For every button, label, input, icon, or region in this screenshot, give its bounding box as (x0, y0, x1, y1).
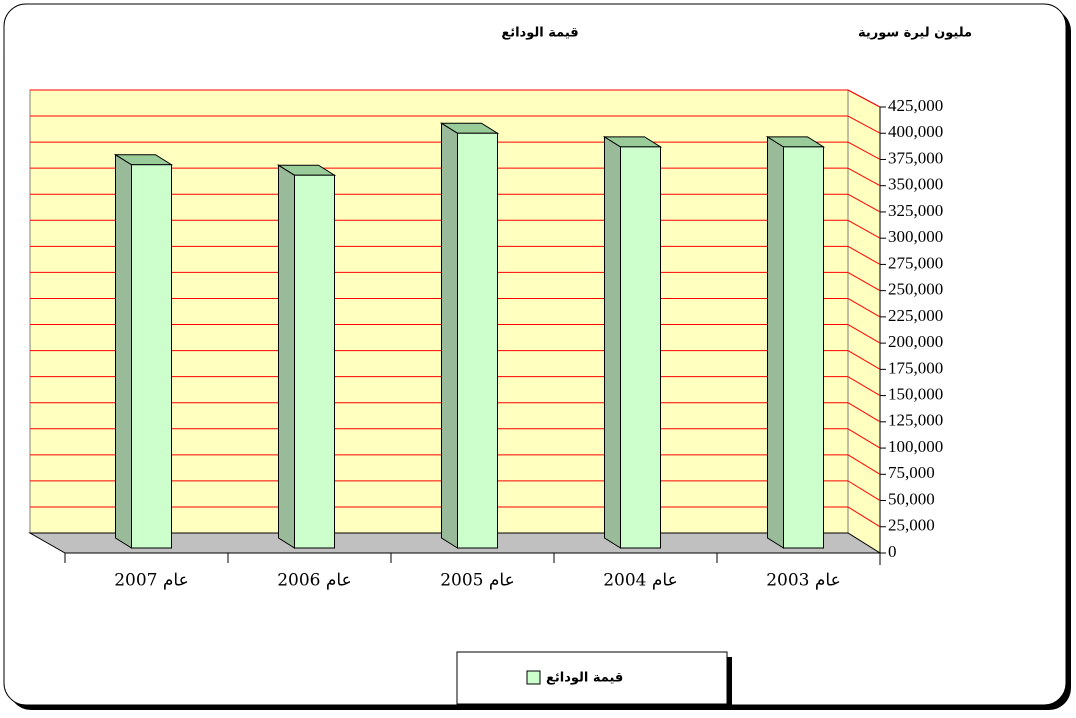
x-tick-label: عام 2003 (766, 571, 841, 591)
grid-line (847, 350, 881, 370)
y-tick-label: 25,000 (888, 516, 935, 535)
y-tick-label: 400,000 (888, 122, 943, 141)
y-tick-label: 350,000 (888, 175, 943, 194)
y-tick-label: 425,000 (888, 96, 943, 115)
grid-line (847, 115, 881, 134)
bar-side (115, 153, 132, 549)
grid-line (847, 219, 881, 239)
bar (783, 146, 824, 549)
grid-line (847, 506, 881, 528)
chart-title: قيمة الودائع (501, 26, 578, 41)
plot-area: 0 25,000 50,000 75,000 100,000 125,000 150,000… (28, 89, 943, 591)
legend-swatch (526, 670, 541, 685)
grid-line (847, 298, 881, 318)
bar (131, 164, 172, 549)
grid-line (847, 167, 881, 187)
grid-line (847, 454, 881, 475)
y-tick-label: 125,000 (888, 411, 943, 430)
y-tick-label: 75,000 (888, 463, 935, 482)
grid-line (847, 245, 881, 265)
y-tick-label: 300,000 (888, 227, 943, 246)
y-axis-label: مليون ليرة سورية (858, 26, 972, 41)
x-tick-label: عام 2004 (603, 571, 678, 591)
y-tick-label: 100,000 (888, 437, 943, 456)
y-tick-label: 200,000 (888, 332, 943, 351)
grid-line (847, 141, 881, 160)
grid-line (847, 402, 881, 423)
y-tick-label: 150,000 (888, 384, 943, 403)
bar (294, 174, 335, 549)
legend (456, 651, 728, 705)
x-tick-label: عام 2005 (440, 571, 515, 591)
y-tick-label: 325,000 (888, 201, 943, 220)
y-tick-label: 0 (888, 542, 897, 561)
bar (457, 132, 498, 549)
grid-line (847, 376, 881, 397)
bar-side (604, 135, 621, 549)
grid-line (847, 480, 881, 501)
grid-line (847, 271, 881, 292)
y-tick-label: 275,000 (888, 253, 943, 272)
x-tick-label: عام 2007 (114, 571, 189, 591)
y-tick-label: 250,000 (888, 280, 943, 299)
x-tick-label: عام 2006 (277, 571, 352, 591)
grid-line (847, 89, 881, 108)
legend-label: قيمة الودائع (546, 671, 623, 686)
bar-side (767, 135, 784, 549)
y-tick-label: 50,000 (888, 489, 935, 508)
bar-side (441, 122, 458, 549)
grid-line (847, 324, 881, 344)
y-tick-label: 375,000 (888, 148, 943, 167)
grid-line (847, 428, 881, 449)
grid-line (847, 193, 881, 213)
bar-side (278, 164, 295, 549)
y-tick-label: 175,000 (888, 358, 943, 377)
bar (620, 146, 661, 549)
y-tick-label: 225,000 (888, 306, 943, 325)
